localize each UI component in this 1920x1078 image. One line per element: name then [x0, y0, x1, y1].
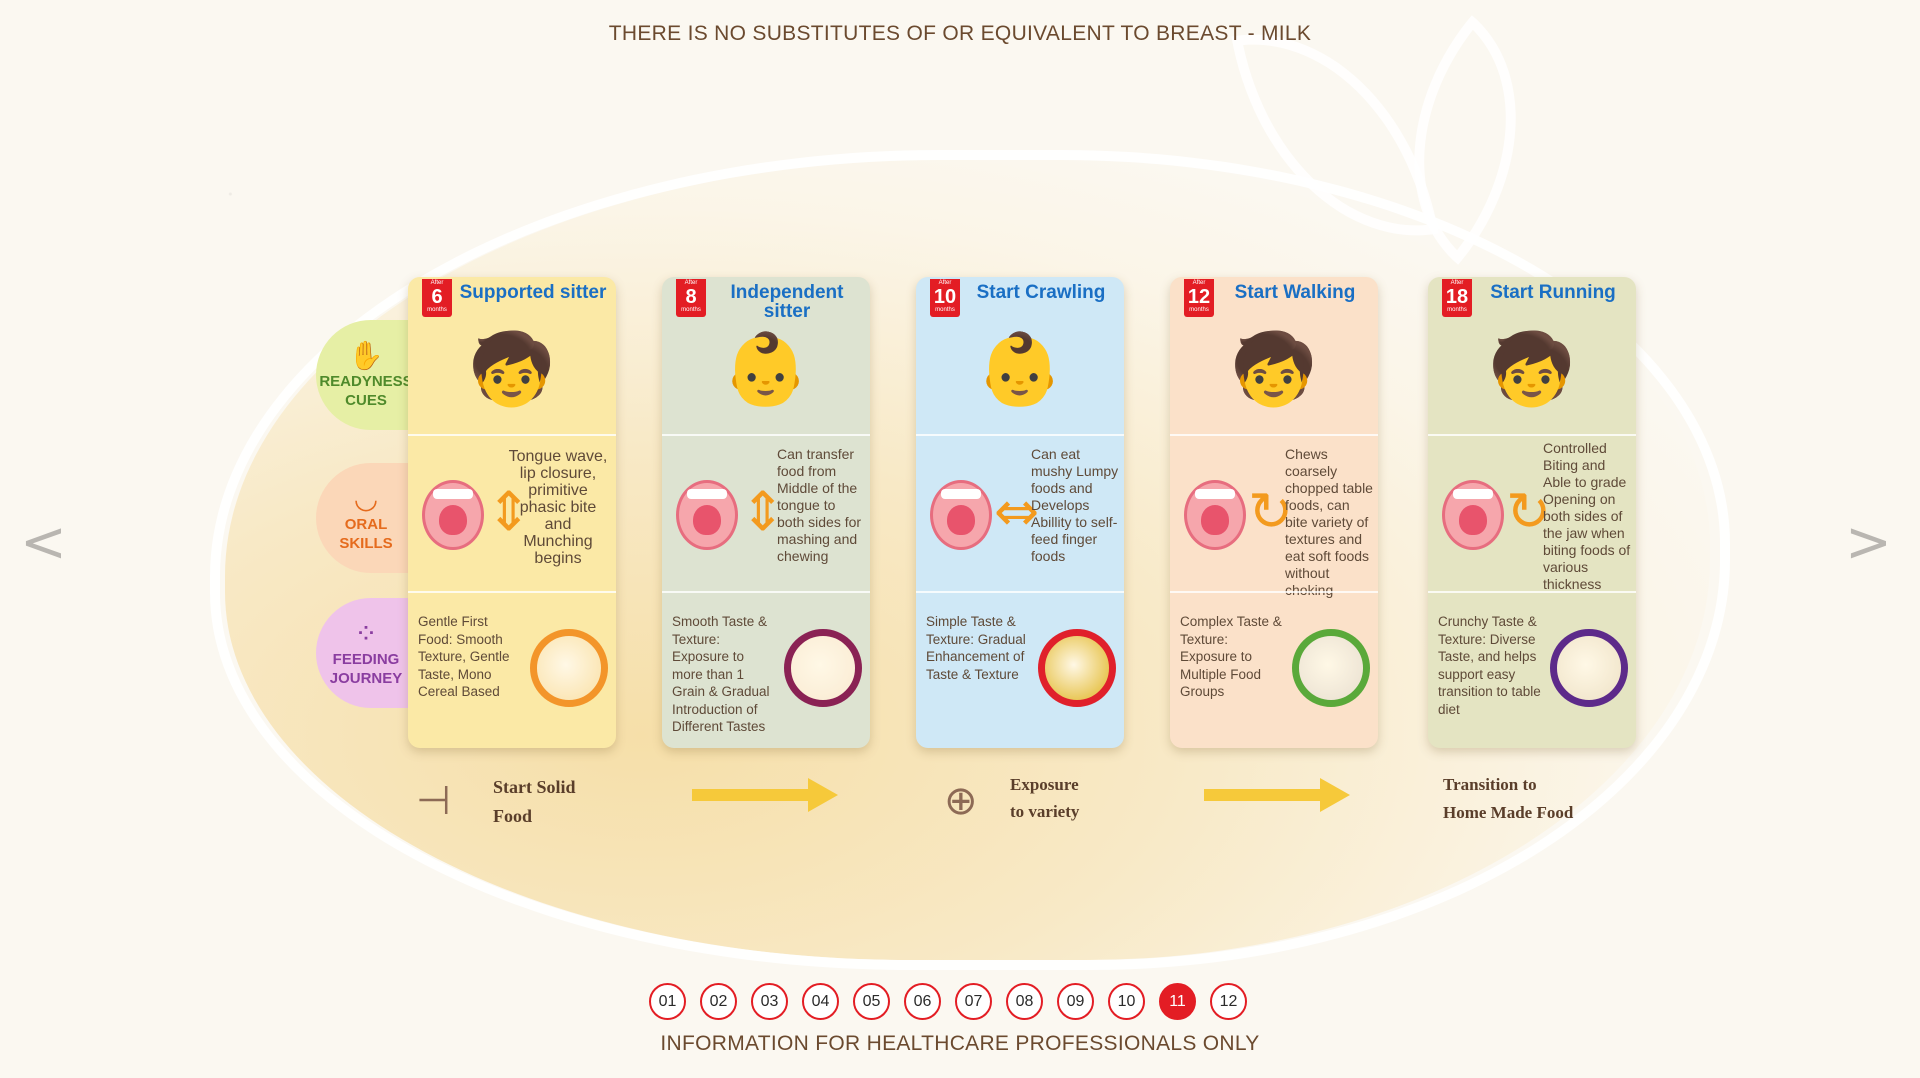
rotate-arrow-icon: ↻	[1506, 480, 1552, 543]
age-badge: After 10 months	[930, 279, 960, 317]
feeding-text: Simple Taste & Texture: Gradual Enhancem…	[926, 614, 1026, 682]
feeding-text: Smooth Taste & Texture: Exposure to more…	[672, 614, 770, 734]
up-down-arrow-icon: ⇕	[740, 480, 786, 543]
next-slide-button[interactable]: >	[1845, 510, 1892, 575]
row-label-readiness: ✋ READYNESS CUES	[316, 320, 416, 430]
food-bowl	[1550, 629, 1628, 707]
mouth-illustration	[930, 480, 992, 550]
side-arrows-icon: ⇔	[994, 480, 1040, 543]
page-05-button[interactable]: 05	[853, 983, 890, 1020]
dots-icon: ⁘	[354, 618, 378, 649]
baby-illustration: 🧒	[1488, 330, 1576, 408]
oral-skill-text: Chews coarsely chopped table foods, can …	[1285, 446, 1373, 598]
baby-illustration: 🧒	[468, 330, 556, 408]
feeding-text: Gentle First Food: Smooth Texture, Gentl…	[418, 614, 510, 699]
stage-title: Start Crawling	[976, 282, 1106, 303]
food-bowl	[530, 629, 608, 707]
feeding-section: Gentle First Food: Smooth Texture, Gentl…	[408, 591, 616, 748]
readiness-section: After 10 months Start Crawling 👶	[916, 277, 1124, 432]
page-07-button[interactable]: 07	[955, 983, 992, 1020]
page-04-button[interactable]: 04	[802, 983, 839, 1020]
page-01-button[interactable]: 01	[649, 983, 686, 1020]
mouth-illustration	[422, 480, 484, 550]
page-09-button[interactable]: 09	[1057, 983, 1094, 1020]
food-bowl	[1292, 629, 1370, 707]
exposure-label: Exposure to variety	[1010, 775, 1080, 821]
feeding-section: Complex Taste & Texture: Exposure to Mul…	[1170, 591, 1378, 748]
age-badge: After 12 months	[1184, 279, 1214, 317]
up-down-arrow-icon: ⇕	[486, 480, 532, 543]
start-solid-food-label: Start Solid Food	[493, 777, 576, 826]
readiness-section: After 6 months Supported sitter 🧒	[408, 277, 616, 432]
age-badge: After 8 months	[676, 279, 706, 317]
food-bowl	[1038, 629, 1116, 707]
prev-slide-button[interactable]: <	[20, 510, 67, 575]
oral-skill-text: Can eat mushy Lumpy foods and Develops A…	[1031, 446, 1119, 564]
readiness-section: After 8 months Independent sitter 👶	[662, 277, 870, 432]
food-bowl	[784, 629, 862, 707]
oral-skill-text: Tongue wave, lip closure, primitive phas…	[508, 448, 608, 567]
page-03-button[interactable]: 03	[751, 983, 788, 1020]
transition-label: Transition to Home Made Food	[1443, 775, 1574, 822]
oral-skill-text: Can transfer food from Middle of the ton…	[777, 446, 862, 564]
feeding-text: Complex Taste & Texture: Exposure to Mul…	[1180, 614, 1282, 699]
page-10-button[interactable]: 10	[1108, 983, 1145, 1020]
oral-skill-text: Controlled Biting and Able to grade Open…	[1543, 440, 1631, 592]
page-08-button[interactable]: 08	[1006, 983, 1043, 1020]
baby-illustration: 👶	[976, 330, 1064, 408]
feeding-section: Smooth Taste & Texture: Exposure to more…	[662, 591, 870, 748]
row-label-feeding: ⁘ FEEDING JOURNEY	[316, 598, 416, 708]
stage-card: After 18 months Start Running 🧒 ↻ Contro…	[1428, 277, 1636, 748]
mouth-illustration	[1442, 480, 1504, 550]
footer-disclaimer: INFORMATION FOR HEALTHCARE PROFESSIONALS…	[660, 1032, 1260, 1055]
feeding-text: Crunchy Taste & Texture: Diverse Taste, …	[1438, 614, 1541, 717]
oral-skills-section: ↻ Chews coarsely chopped table foods, ca…	[1170, 434, 1378, 598]
readiness-section: After 12 months Start Walking 🧒	[1170, 277, 1378, 432]
baby-illustration: 👶	[722, 330, 810, 408]
rotate-arrow-icon: ↻	[1248, 480, 1294, 543]
stage-card: After 12 months Start Walking 🧒 ↻ Chews …	[1170, 277, 1378, 748]
age-badge: After 18 months	[1442, 279, 1472, 317]
page-11-button[interactable]: 11	[1159, 983, 1196, 1020]
age-badge: After 6 months	[422, 279, 452, 317]
stage-title: Start Running	[1490, 282, 1616, 303]
oral-skills-section: ⇕ Can transfer food from Middle of the t…	[662, 434, 870, 591]
baby-illustration: 🧒	[1230, 330, 1318, 408]
page-02-button[interactable]: 02	[700, 983, 737, 1020]
oral-skills-section: ⇕ Tongue wave, lip closure, primitive ph…	[408, 434, 616, 591]
mouth-illustration	[676, 480, 738, 550]
page-12-button[interactable]: 12	[1210, 983, 1247, 1020]
readiness-section: After 18 months Start Running 🧒	[1428, 277, 1636, 432]
compass-icon: ⊕	[944, 778, 978, 824]
stage-title: Start Walking	[1234, 282, 1356, 303]
page-06-button[interactable]: 06	[904, 983, 941, 1020]
feeding-section: Simple Taste & Texture: Gradual Enhancem…	[916, 591, 1124, 748]
oral-skills-section: ⇔ Can eat mushy Lumpy foods and Develops…	[916, 434, 1124, 591]
row-label-oral: ◡ ORAL SKILLS	[316, 463, 416, 573]
mouth-illustration	[1184, 480, 1246, 550]
oral-skills-section: ↻ Controlled Biting and Able to grade Op…	[1428, 434, 1636, 592]
background-outline	[210, 150, 1730, 970]
signpost-icon: ⊣	[416, 778, 451, 824]
stage-card: After 10 months Start Crawling 👶 ⇔ Can e…	[916, 277, 1124, 748]
lips-icon: ◡	[353, 483, 379, 514]
stage-card: After 8 months Independent sitter 👶 ⇕ Ca…	[662, 277, 870, 748]
feeding-section: Crunchy Taste & Texture: Diverse Taste, …	[1428, 591, 1636, 748]
hand-icon: ✋	[348, 340, 384, 371]
page-title: THERE IS NO SUBSTITUTES OF OR EQUIVALENT…	[608, 22, 1312, 45]
stage-title: Supported sitter	[459, 282, 607, 303]
stage-title: Independent sitter	[730, 282, 844, 322]
slide-pager: 01 02 03 04 05 06 07 08 09 10 11 12	[649, 983, 1247, 1020]
stage-card: After 6 months Supported sitter 🧒 ⇕ Tong…	[408, 277, 616, 748]
